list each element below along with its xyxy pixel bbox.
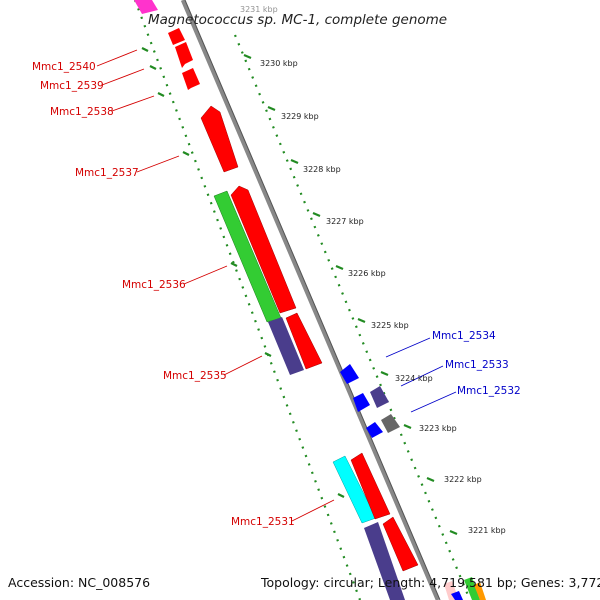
gene-label[interactable]: Mmc1_2532 [457, 385, 521, 397]
gene-label[interactable]: Mmc1_2540 [32, 61, 96, 73]
ring-dotted-lines [133, 0, 472, 600]
gene-arrow-2538 [182, 68, 200, 90]
tick-label: 3223 kbp [419, 424, 457, 433]
gene-fragment-blue [451, 591, 463, 600]
gene-features [134, 0, 486, 600]
gene-arrow-2537 [200, 105, 239, 173]
gene-arrow-2540 [168, 28, 185, 45]
right-leader-lines [385, 337, 457, 413]
tick-label: 3227 kbp [326, 217, 364, 226]
ruler-labels: 3231 kbp 3230 kbp 3229 kbp 3228 kbp 3227… [240, 5, 506, 535]
gene-arrow-magenta [134, 0, 158, 14]
tick-label: 3225 kbp [371, 321, 409, 330]
tick-label: 3226 kbp [348, 269, 386, 278]
gene-label[interactable]: Mmc1_2534 [432, 330, 496, 342]
gene-arrow-2533-slate [370, 386, 389, 408]
tick-label: 3224 kbp [395, 374, 433, 383]
gene-label[interactable]: Mmc1_2537 [75, 167, 139, 179]
left-gene-labels: Mmc1_2540 Mmc1_2539 Mmc1_2538 Mmc1_2537 … [32, 61, 295, 528]
tick-label: 3229 kbp [281, 112, 319, 121]
gene-arrow-red-2531 [350, 452, 391, 520]
gene-label[interactable]: Mmc1_2538 [50, 106, 114, 118]
accession-label: Accession: NC_008576 [8, 575, 150, 590]
tick-label: 3230 kbp [260, 59, 298, 68]
gene-arrow-2532 [366, 422, 383, 438]
gene-arrow-red-long [230, 185, 297, 314]
map-title: Magnetococcus sp. MC-1, complete genome [148, 12, 447, 28]
tick-label: 3221 kbp [468, 526, 506, 535]
gene-arrow-red-low [382, 516, 419, 572]
gene-label[interactable]: Mmc1_2535 [163, 370, 227, 382]
right-gene-labels: Mmc1_2534 Mmc1_2533 Mmc1_2532 [432, 330, 521, 397]
gene-fragment-green [464, 577, 480, 600]
gene-arrow-red-2535 [285, 312, 323, 370]
ruler-ticks [243, 53, 458, 536]
gene-arrow-2533 [353, 393, 370, 412]
gene-arrow-2534 [340, 364, 359, 384]
genome-backbone [180, 0, 441, 600]
gene-arrow-2535 [268, 317, 304, 375]
gene-label[interactable]: Mmc1_2536 [122, 279, 186, 291]
genome-summary-label: Topology: circular; Length: 4,719,581 bp… [260, 575, 600, 590]
left-leader-lines [96, 49, 335, 522]
gene-fragment-orange [474, 582, 486, 600]
gene-arrow-2539 [175, 42, 193, 68]
gene-arrow-2532-gray [381, 414, 400, 433]
gene-label[interactable]: Mmc1_2531 [231, 516, 295, 528]
tick-label: 3222 kbp [444, 475, 482, 484]
tick-label: 3228 kbp [303, 165, 341, 174]
gene-label[interactable]: Mmc1_2533 [445, 359, 509, 371]
left-feature-ticks [141, 47, 345, 498]
gene-arrow-slate-low [364, 522, 405, 600]
tick-label: 3231 kbp [240, 5, 278, 14]
gene-label[interactable]: Mmc1_2539 [40, 80, 104, 92]
